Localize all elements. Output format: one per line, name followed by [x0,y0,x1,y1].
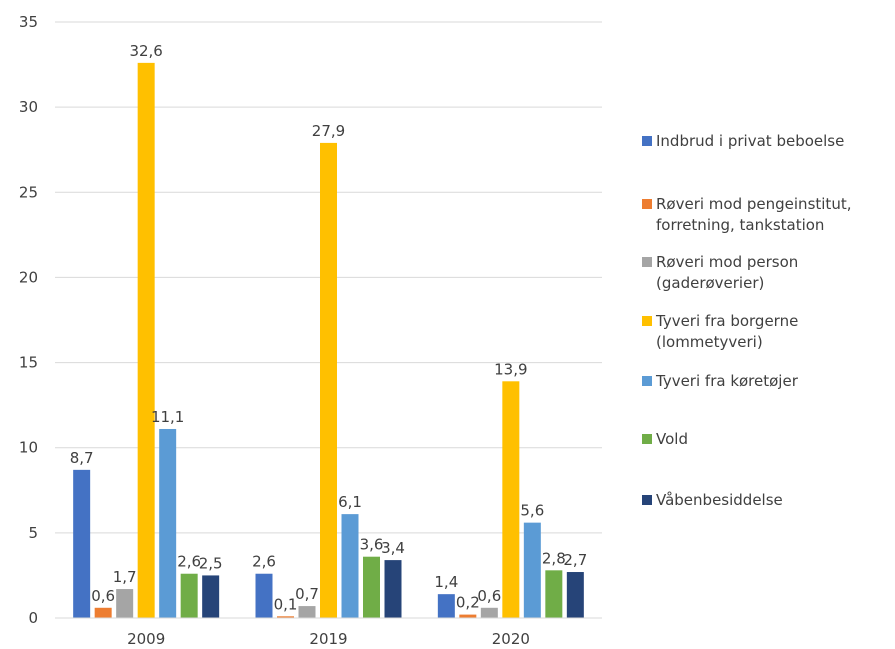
legend-label: Tyveri fra borgerne (lommetyveri) [656,312,799,351]
data-label: 0,6 [477,587,501,605]
legend-item-vold: Vold [642,429,688,450]
legend-item-vabenbesiddelse: Våbenbesiddelse [642,490,783,511]
y-tick-label: 20 [19,268,38,286]
data-label: 13,9 [494,360,527,378]
y-tick-label: 30 [19,98,38,116]
y-axis: 0 5 10 15 20 25 30 35 [19,13,38,627]
legend-swatch [642,316,652,326]
data-label: 0,6 [91,587,115,605]
data-labels: 8,70,61,732,611,12,62,5 2,60,10,727,96,13… [70,42,588,613]
bar [480,607,498,618]
bar [459,614,477,618]
legend-swatch [642,495,652,505]
legend: Indbrud i privat beboelse Røveri mod pen… [642,0,895,649]
bar [298,606,316,618]
bar [137,62,155,618]
legend-label: Røveri mod pengeinstitut, forretning, ta… [656,195,852,234]
y-tick-label: 25 [19,183,38,201]
data-label: 8,7 [70,449,94,467]
legend-item-roveri-pengeinstitut: Røveri mod pengeinstitut, forretning, ta… [642,194,851,236]
data-label: 1,4 [434,573,458,591]
data-label: 5,6 [520,502,544,520]
legend-label: Tyveri fra køretøjer [656,372,798,390]
x-axis: 2009 2019 2020 [55,617,602,648]
bar [159,428,177,618]
data-label: 2,6 [252,553,276,571]
data-label: 6,1 [338,493,362,511]
x-tick-label: 2020 [492,630,530,648]
legend-swatch [642,257,652,267]
data-label: 2,6 [177,553,201,571]
bar [384,560,402,618]
y-tick-label: 10 [19,439,38,457]
data-label: 11,1 [151,408,184,426]
bar [502,381,520,618]
data-label: 0,7 [295,585,319,603]
y-tick-label: 0 [28,609,38,627]
data-label: 2,5 [199,554,223,572]
legend-label: Vold [656,430,688,448]
data-label: 32,6 [129,42,162,60]
legend-swatch [642,136,652,146]
legend-label: Våbenbesiddelse [656,491,783,509]
data-label: 1,7 [113,568,137,586]
bar [116,589,134,618]
legend-swatch [642,199,652,209]
x-tick-label: 2009 [127,630,165,648]
bar [180,573,198,618]
legend-item-tyveri-koretojer: Tyveri fra køretøjer [642,371,798,392]
bars [73,62,584,618]
x-tick-label: 2019 [309,630,347,648]
data-label: 3,4 [381,539,405,557]
y-tick-label: 5 [28,524,38,542]
data-label: 0,2 [456,594,480,612]
bar [320,142,337,618]
bar [545,570,563,618]
data-label: 2,7 [563,551,587,569]
y-tick-label: 15 [19,354,38,372]
data-label: 3,6 [360,536,384,554]
data-label: 0,1 [274,595,298,613]
legend-swatch [642,434,652,444]
legend-item-tyveri-borgerne: Tyveri fra borgerne (lommetyveri) [642,311,798,353]
y-tick-label: 35 [19,13,38,31]
bar [566,572,584,618]
bar [277,616,294,618]
legend-label: Røveri mod person (gaderøverier) [656,253,799,292]
data-label: 27,9 [312,122,345,140]
bar [255,573,273,618]
bar [94,607,112,618]
legend-item-indbrud: Indbrud i privat beboelse [642,131,844,152]
legend-item-roveri-person: Røveri mod person (gaderøverier) [642,252,798,294]
data-label: 2,8 [542,549,566,567]
bar [363,556,380,618]
bar [341,514,359,618]
legend-label: Indbrud i privat beboelse [656,132,845,150]
bar [202,575,220,618]
bar [523,522,541,618]
bar [73,469,91,618]
bar [437,594,455,618]
legend-swatch [642,376,652,386]
